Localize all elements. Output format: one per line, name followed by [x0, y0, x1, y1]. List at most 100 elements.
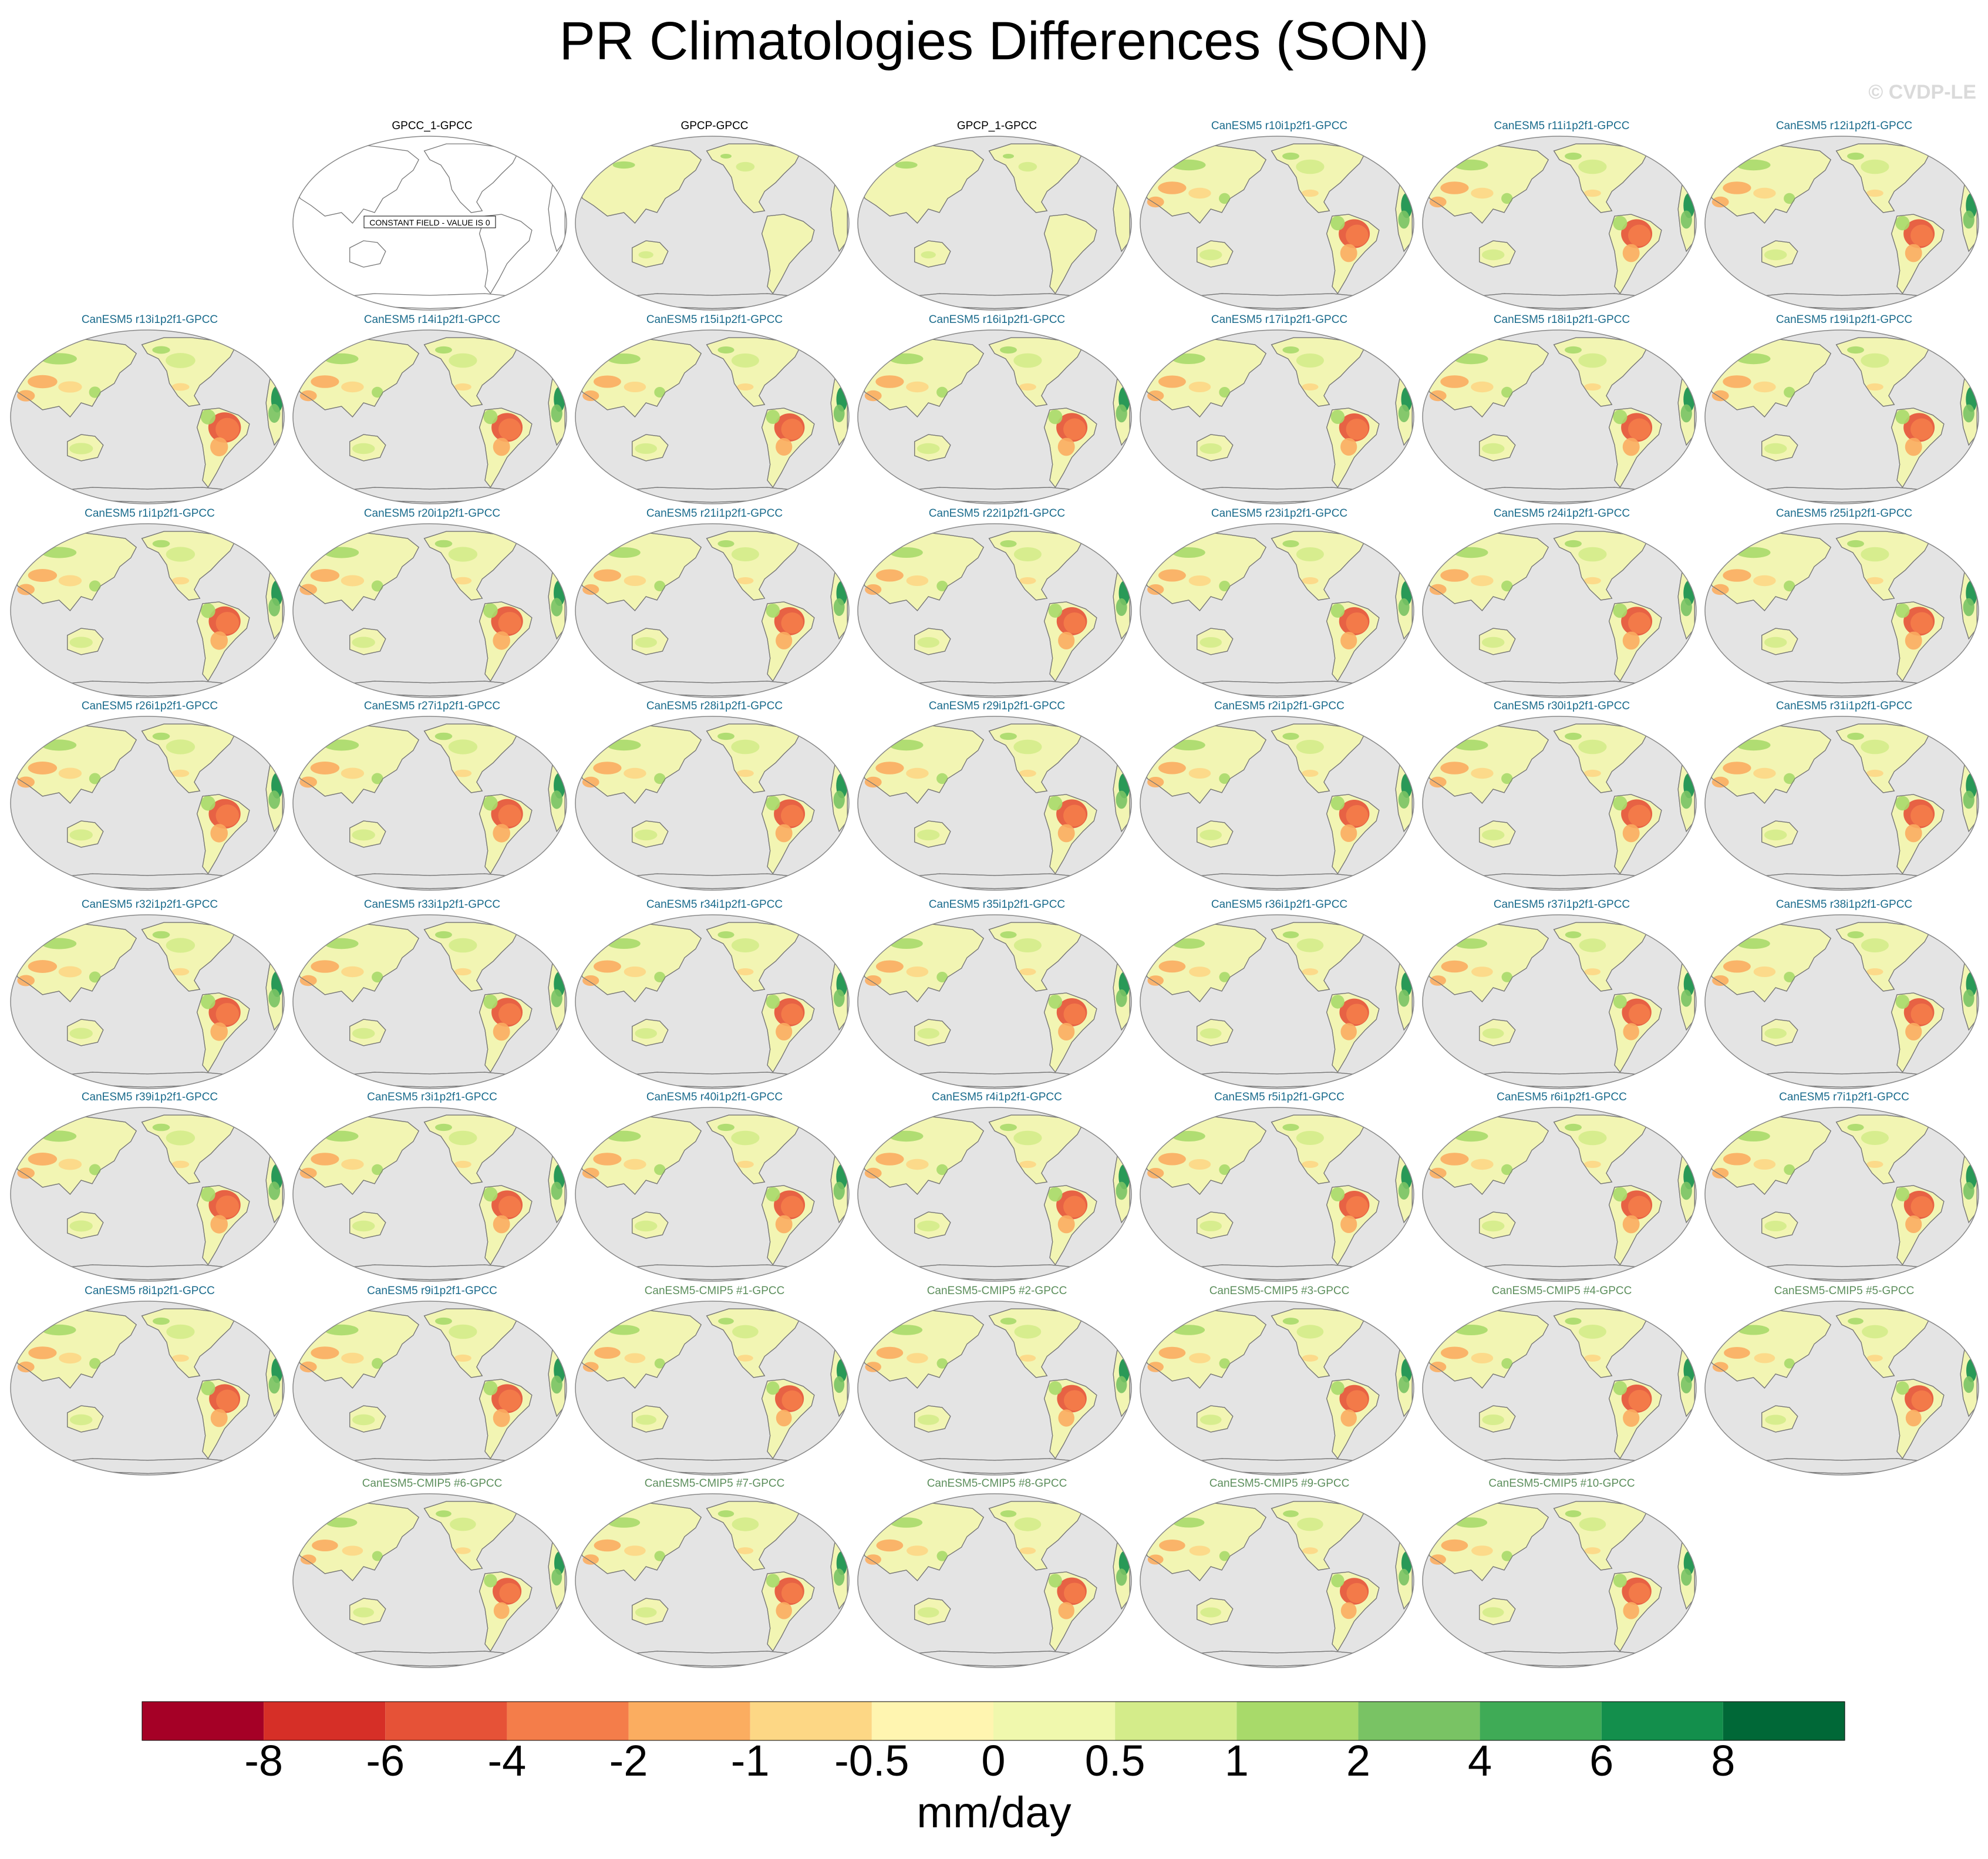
map-outline: [1140, 329, 1414, 504]
robinson-map: [1422, 136, 1697, 311]
colorbar-swatch: [142, 1702, 264, 1740]
anomaly-patch: [612, 161, 635, 169]
anomaly-patch: [1784, 580, 1795, 592]
anomaly-patch: [299, 1167, 317, 1179]
robinson-map: [857, 716, 1132, 891]
anomaly-patch: [1613, 995, 1627, 1009]
anomaly-patch: [916, 443, 940, 454]
continent-samerica: [479, 214, 533, 295]
anomaly-patch: [1116, 989, 1127, 1007]
anomaly-patch: [1847, 732, 1864, 740]
coastline-greenland: [806, 1303, 829, 1318]
coastline-australia: [1479, 820, 1516, 848]
coastline-asia: [577, 1114, 702, 1195]
continent-greenland: [1653, 526, 1676, 541]
coastline-greenland: [241, 917, 264, 932]
anomaly-patch: [1158, 1346, 1186, 1359]
anomaly-patch: [483, 603, 498, 618]
anomaly-patch: [654, 581, 666, 591]
anomaly-patch: [1013, 739, 1042, 755]
coastline-asia: [1706, 531, 1831, 611]
anomaly-patch: [1861, 1131, 1889, 1145]
continent-greenland: [523, 1109, 547, 1124]
map-panel: CanESM5 r3i1p2f1-GPCC: [292, 1091, 572, 1285]
anomaly-patch: [1736, 739, 1771, 751]
map-panel: GPCC_1-GPCC CONSTANT FIELD - VALUE IS 0: [292, 120, 572, 314]
anomaly-patch: [1622, 824, 1640, 843]
anomaly-patch: [352, 1220, 375, 1232]
anomaly-patch: [1340, 824, 1357, 842]
coastline-samerica: [196, 992, 250, 1073]
anomaly-patch: [1895, 796, 1910, 811]
anomaly-patch: [1784, 193, 1795, 204]
anomaly-patch: [582, 1554, 599, 1565]
map-outline: [10, 1301, 285, 1476]
continent-greenland: [523, 332, 547, 347]
anomaly-patch: [1866, 968, 1883, 975]
coastline-asia: [12, 922, 137, 1002]
robinson-map: [292, 523, 567, 698]
anomaly-patch: [1199, 1415, 1222, 1425]
robinson-map: [575, 914, 850, 1089]
anomaly-patch: [737, 383, 754, 390]
map-outline: [575, 329, 850, 504]
map-outline: [857, 1301, 1132, 1476]
anomaly-patch: [1471, 187, 1494, 199]
anomaly-patch: [1963, 989, 1974, 1007]
anomaly-patch: [311, 1153, 339, 1166]
anomaly-patch: [607, 938, 641, 949]
anomaly-patch: [1158, 569, 1186, 582]
robinson-map: [1422, 329, 1697, 504]
colorbar-tick-label: 1: [1224, 1736, 1249, 1785]
coastline-greenland: [806, 718, 829, 733]
anomaly-patch: [210, 1409, 228, 1427]
map-panel: CanESM5 r21i1p2f1-GPCC: [574, 507, 855, 701]
anomaly-patch: [635, 637, 657, 648]
coastline-australia: [914, 1598, 951, 1625]
anomaly-patch: [1628, 418, 1651, 440]
anomaly-patch: [1565, 346, 1582, 354]
anomaly-patch: [731, 938, 759, 952]
anomaly-patch: [1680, 1181, 1692, 1200]
map-outline: [1704, 716, 1979, 891]
anomaly-patch: [1764, 636, 1787, 648]
panel-title: CanESM5 r26i1p2f1-GPCC: [81, 700, 218, 712]
anomaly-patch: [498, 1003, 521, 1025]
colorbar-swatch: [750, 1702, 872, 1740]
anomaly-patch: [1623, 1409, 1640, 1427]
anomaly-patch: [775, 1215, 793, 1234]
anomaly-patch: [717, 931, 734, 938]
anomaly-patch: [1200, 1607, 1222, 1618]
anomaly-patch: [594, 1347, 621, 1359]
colorbar-tick-label: 2: [1346, 1736, 1370, 1785]
coastline-asia: [1424, 922, 1549, 1002]
anomaly-patch: [449, 1324, 477, 1339]
continent-greenland: [1088, 1496, 1111, 1511]
anomaly-patch: [1013, 1130, 1042, 1146]
coastline-australia: [1197, 1405, 1234, 1433]
anomaly-patch: [69, 1414, 93, 1426]
map-outline: [575, 136, 850, 311]
coastline-australia: [67, 1405, 104, 1433]
anomaly-patch: [1896, 1381, 1909, 1395]
robinson-map: [1422, 1301, 1697, 1476]
anomaly-patch: [1578, 1325, 1606, 1339]
anomaly-patch: [1501, 972, 1512, 982]
coastline-greenland: [1653, 1303, 1676, 1318]
coastline-australia: [632, 1211, 669, 1239]
continent-greenland: [241, 718, 264, 733]
anomaly-patch: [152, 540, 170, 548]
panel-title: GPCP_1-GPCC: [956, 120, 1037, 132]
anomaly-patch: [766, 1381, 780, 1395]
anomaly-patch: [1019, 1160, 1036, 1168]
continent-greenland: [241, 332, 264, 347]
anomaly-patch: [1302, 383, 1319, 390]
anomaly-patch: [1188, 187, 1211, 199]
anomaly-patch: [1014, 1517, 1042, 1531]
anomaly-patch: [1048, 995, 1063, 1009]
anomaly-patch: [551, 1568, 562, 1586]
anomaly-patch: [1784, 773, 1795, 784]
panel-title: CanESM5 r36i1p2f1-GPCC: [1211, 898, 1348, 911]
anomaly-patch: [936, 773, 948, 784]
anomaly-patch: [324, 353, 359, 365]
